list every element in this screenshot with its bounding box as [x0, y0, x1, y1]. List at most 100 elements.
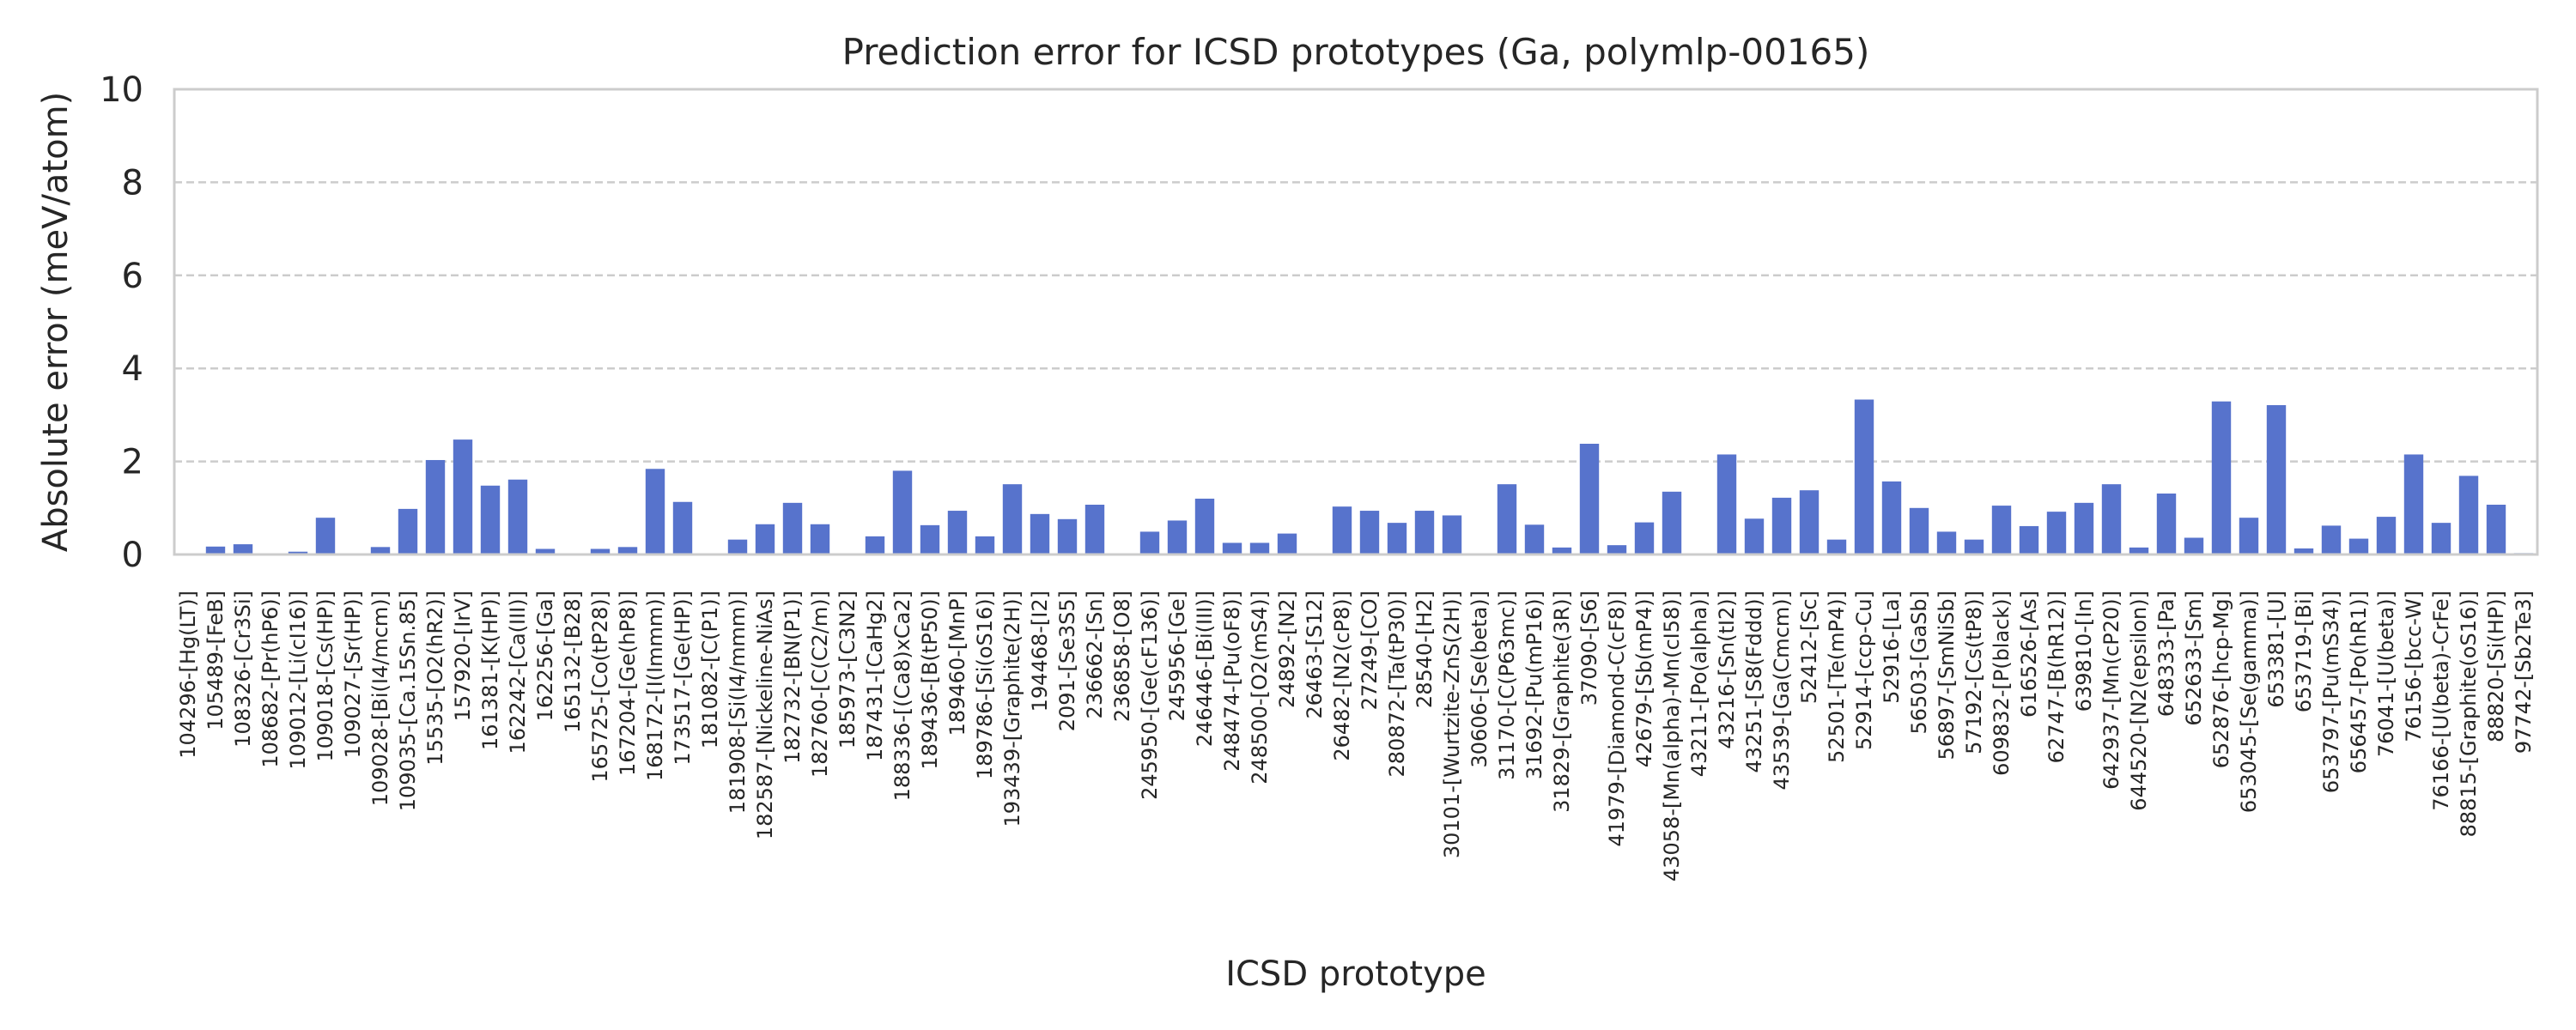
x-tick-label: 104296-[Hg(LT)] — [176, 591, 200, 759]
bar — [315, 518, 336, 554]
x-tick-label: 173517-[Ge(HP)] — [671, 591, 695, 766]
x-tick-label: 648333-[Pa] — [2154, 591, 2178, 717]
x-tick-label: 24892-[N2] — [1275, 591, 1299, 708]
x-tick-label: 157920-[IrV] — [451, 591, 475, 721]
bar — [2019, 525, 2039, 554]
x-tick-label: 43058-[Mn(alpha)-Mn(cI58)] — [1660, 591, 1684, 882]
bar — [1222, 542, 1242, 554]
bar — [1084, 505, 1105, 554]
bar — [1194, 498, 1215, 554]
x-tick-label: 181908-[Si(I4/mmm)] — [726, 591, 750, 814]
bar — [865, 536, 885, 554]
bar — [2046, 512, 2067, 554]
bar — [1579, 444, 1600, 554]
x-tick-label: 162256-[Ga] — [533, 591, 557, 721]
x-tick-label: 181082-[C(P1)] — [698, 591, 722, 748]
x-tick-label: 56897-[SmNiSb] — [1935, 591, 1959, 760]
bar — [1744, 518, 1765, 554]
x-tick-label: 246446-[Bi(III)] — [1193, 591, 1217, 747]
x-tick-label: 193439-[Graphite(2H)] — [1000, 591, 1024, 827]
bar — [1139, 531, 1160, 554]
x-tick-label: 105489-[FeB] — [204, 591, 228, 730]
bar — [2211, 401, 2232, 554]
bar — [1881, 481, 1902, 554]
x-tick-label: 43251-[S8(Fddd)] — [1742, 591, 1766, 772]
bar — [2431, 523, 2451, 554]
x-tick-label: 76041-[U(beta)] — [2374, 591, 2398, 757]
y-tick-label: 4 — [122, 349, 143, 389]
x-tick-label: 88820-[Si(HP)] — [2484, 591, 2508, 742]
x-tick-label: 26463-[S12] — [1303, 591, 1327, 719]
bar — [1964, 539, 1984, 554]
bar — [1442, 515, 1462, 554]
y-tick-label: 2 — [122, 443, 143, 482]
x-tick-label: 616526-[As] — [2017, 591, 2041, 718]
bar — [507, 479, 528, 554]
bar — [2403, 454, 2424, 554]
x-tick-label: 194468-[I2] — [1028, 591, 1052, 712]
x-tick-label: 652633-[Sm] — [2182, 591, 2206, 726]
x-tick-label: 42679-[Sb(mP4)] — [1632, 591, 1656, 767]
x-tick-label: 108682-[Pr(hP6)] — [258, 591, 283, 768]
x-tick-label: 165132-[B28] — [561, 591, 585, 733]
x-tick-label: 644520-[N2(epsilon)] — [2127, 591, 2151, 811]
x-tick-label: 30606-[Se(beta)] — [1467, 591, 1492, 768]
bar — [2184, 537, 2204, 554]
x-tick-label: 62747-[B(hR12)] — [2044, 591, 2069, 763]
y-tick-label: 0 — [122, 536, 143, 575]
bar — [2376, 517, 2397, 554]
bar — [810, 524, 830, 554]
bar — [1826, 539, 1847, 554]
x-tick-label: 182587-[Nickeline-NiAs] — [753, 591, 777, 839]
bar — [205, 546, 226, 554]
plot-frame — [173, 88, 2539, 556]
x-tick-label: 652876-[hcp-Mg] — [2209, 591, 2233, 768]
x-tick-label: 52914-[ccp-Cu] — [1852, 591, 1876, 750]
bar — [370, 547, 391, 554]
x-tick-label: 43211-[Po(alpha)] — [1687, 591, 1711, 777]
y-tick-label: 8 — [122, 163, 143, 203]
x-tick-label: 245950-[Ge(cF136)] — [1138, 591, 1162, 800]
bar — [2266, 405, 2287, 554]
x-tick-label: 31692-[Pu(mP16)] — [1522, 591, 1546, 779]
bar — [1799, 490, 1820, 554]
bar — [2486, 505, 2506, 554]
x-tick-label: 88815-[Graphite(oS16)] — [2457, 591, 2481, 837]
x-tick-label: 2091-[Se3S5] — [1055, 591, 1079, 731]
x-tick-label: 41979-[Diamond-C(cF8)] — [1605, 591, 1629, 847]
bar — [233, 544, 253, 554]
x-tick-label: 97742-[Sb2Te3] — [2512, 591, 2536, 754]
bar — [2101, 484, 2122, 554]
x-tick-label: 52412-[Sc] — [1797, 591, 1821, 704]
bar — [2239, 518, 2259, 554]
bar — [535, 548, 556, 554]
x-tick-label: 188336-[(Ca8)xCa2] — [890, 591, 914, 801]
bars — [205, 399, 2534, 554]
bar — [2129, 547, 2149, 554]
bar — [1991, 506, 2012, 554]
bar — [727, 539, 748, 554]
x-tick-label: 109012-[Li(cI16)] — [286, 591, 310, 770]
bar — [2293, 548, 2314, 554]
x-tick-label: 108326-[Cr3Si] — [231, 591, 255, 748]
bar — [2458, 476, 2479, 554]
bar — [1277, 533, 1297, 554]
bar — [590, 548, 611, 554]
bar — [1909, 507, 1929, 554]
bar — [2321, 525, 2342, 554]
x-tick-label: 52916-[La] — [1880, 591, 1904, 704]
x-tick-label: 167204-[Ge(hP8)] — [616, 591, 640, 776]
bar — [1414, 511, 1435, 554]
bar — [1662, 491, 1682, 554]
x-tick-label: 43216-[Sn(tI2)] — [1715, 591, 1739, 749]
x-tick-label: 37090-[S6] — [1577, 591, 1601, 706]
x-tick-label: 52501-[Te(mP4)] — [1825, 591, 1849, 763]
x-tick-label: 185973-[C3N2] — [835, 591, 860, 748]
x-tick-label: 189786-[Si(oS16)] — [973, 591, 997, 779]
x-tick-label: 162242-[Ca(III)] — [506, 591, 530, 754]
bar — [2074, 502, 2094, 554]
x-tick-label: 30101-[Wurtzite-ZnS(2H)] — [1440, 591, 1464, 858]
bar — [1771, 497, 1792, 554]
bar — [617, 547, 638, 554]
